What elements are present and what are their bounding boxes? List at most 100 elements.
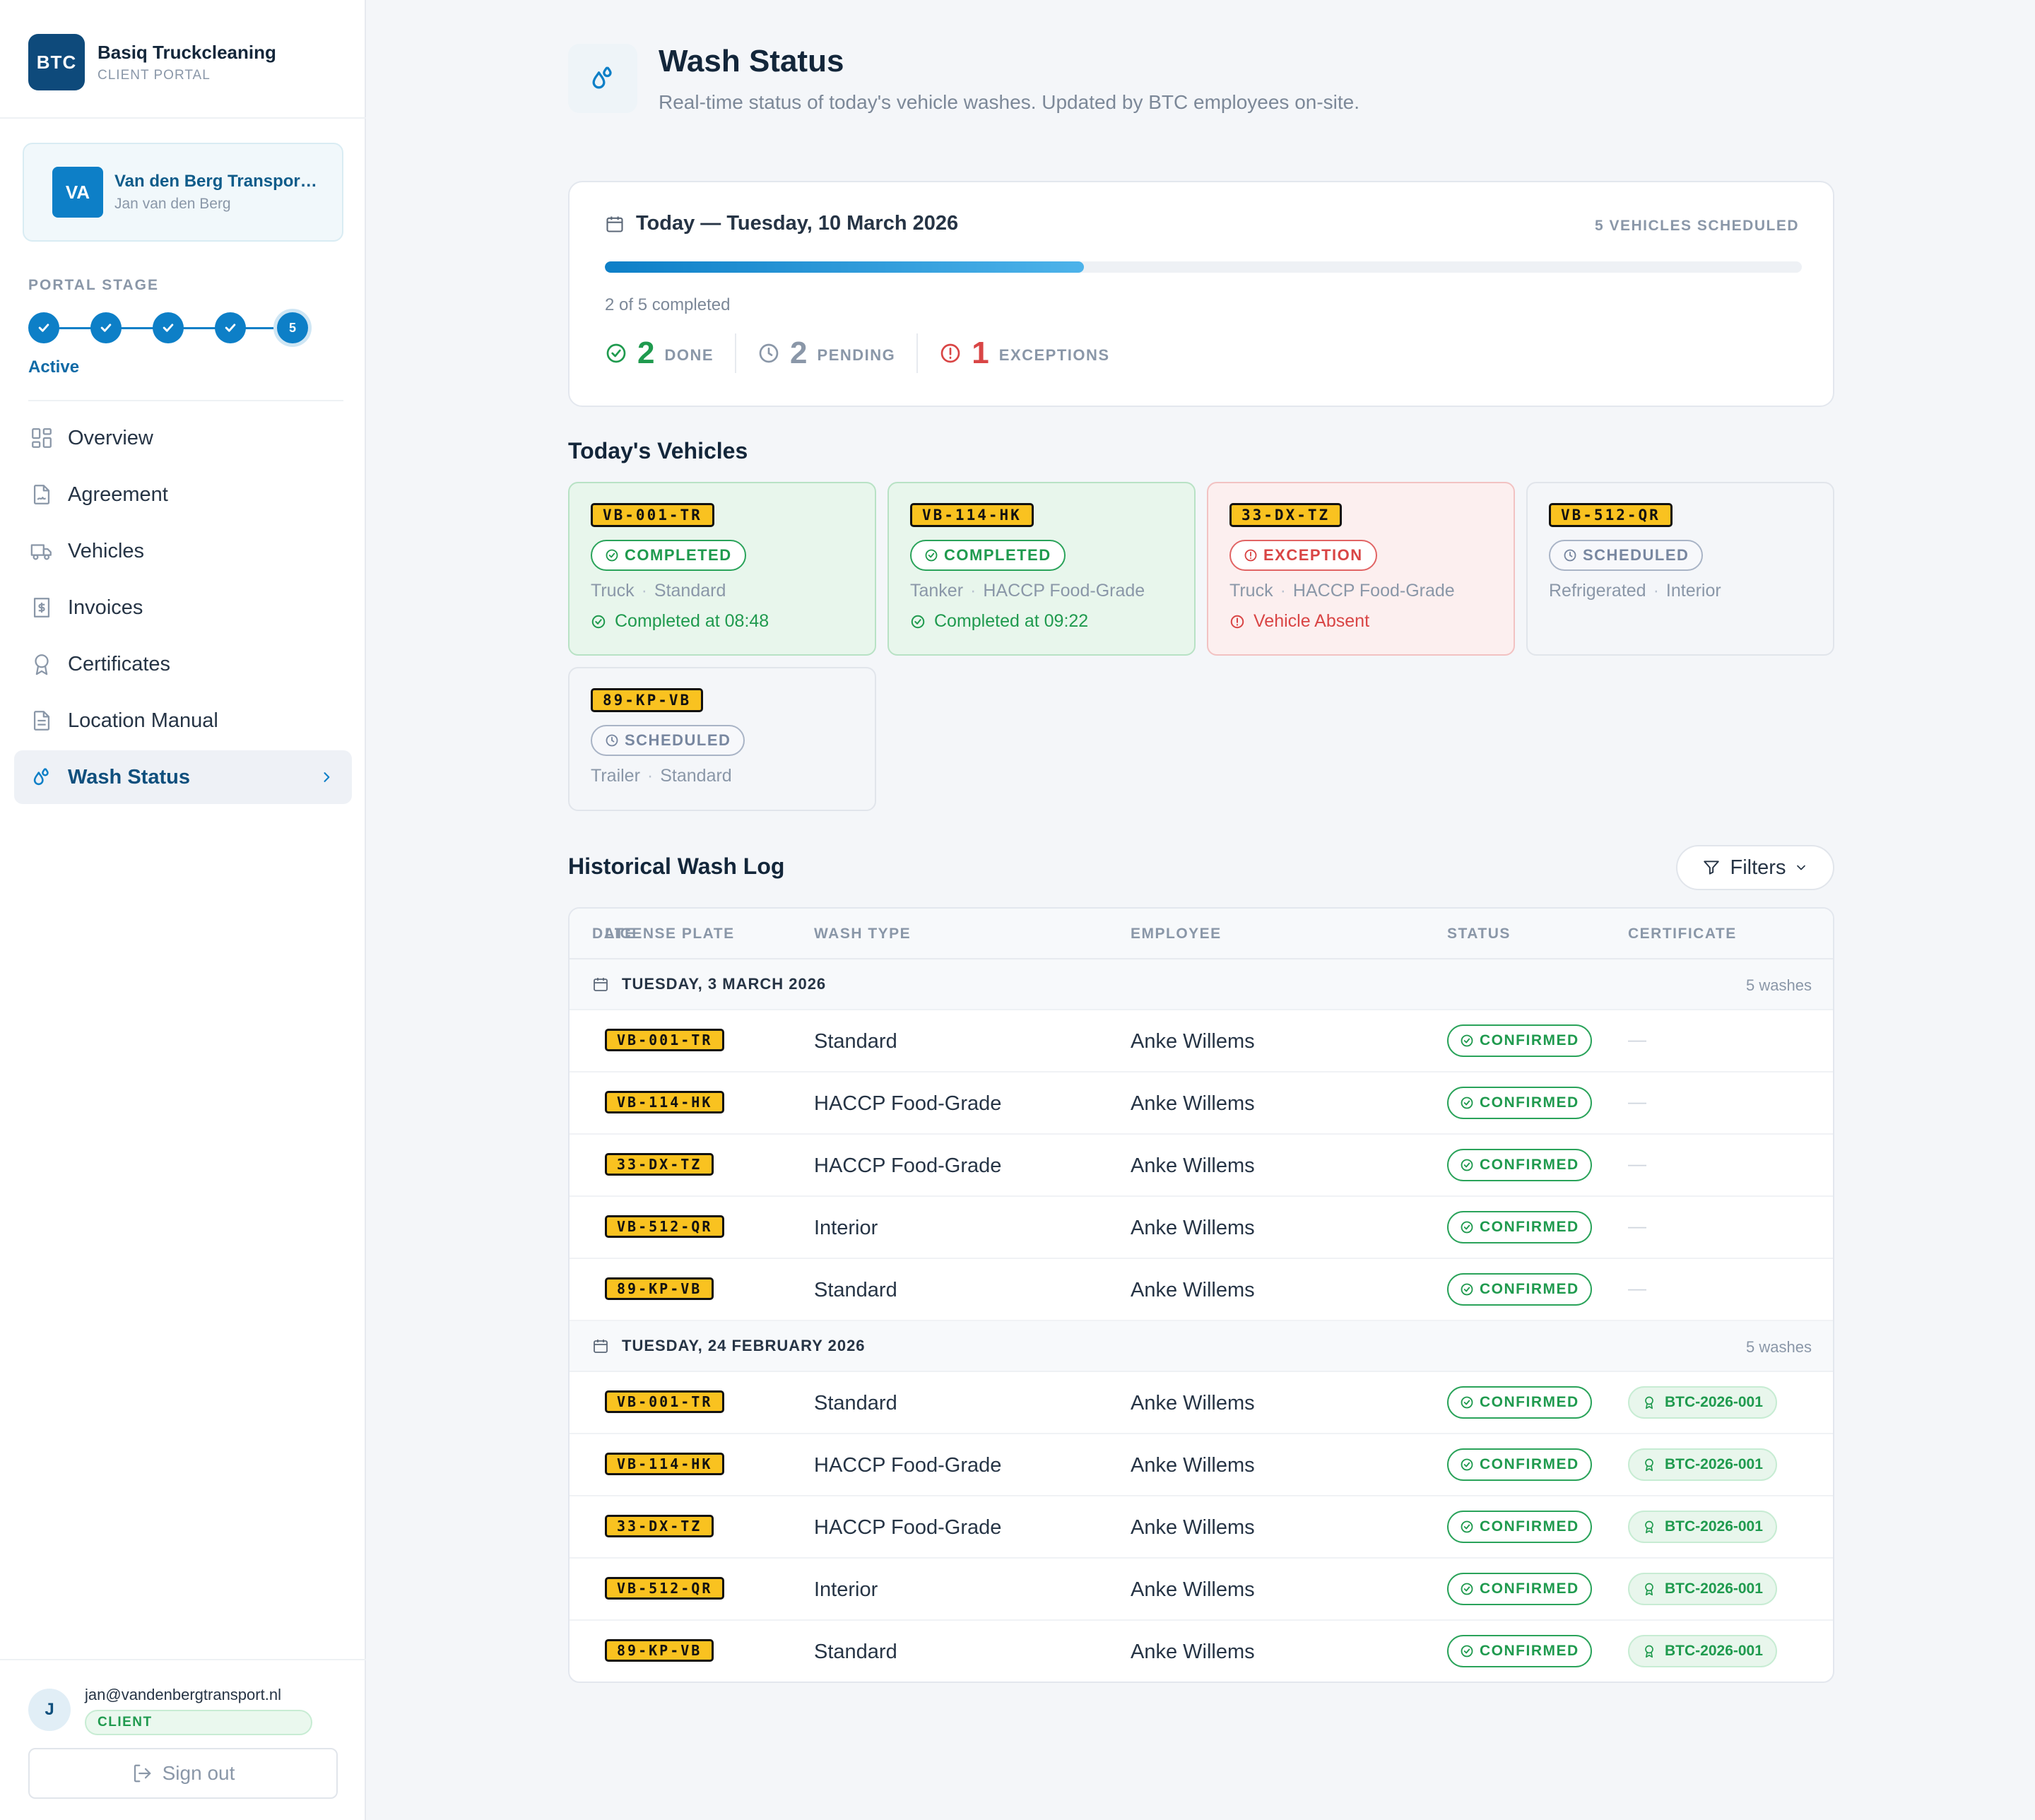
table-body: TUESDAY, 3 MARCH 2026 5 washes VB-001-TR St… xyxy=(570,959,1833,1682)
check-circle-icon xyxy=(1461,1458,1473,1471)
clock-icon xyxy=(606,734,618,747)
portal-stage-status: Active xyxy=(28,358,80,377)
wash-type-cell: Standard xyxy=(814,1279,897,1301)
filters-button[interactable]: Filters xyxy=(1676,845,1834,890)
client-card[interactable]: VA Van den Berg Transport B.V. Jan van d… xyxy=(23,143,343,242)
status-text: CONFIRMED xyxy=(1480,1094,1579,1111)
table-row[interactable]: VB-114-HK HACCP Food-Grade Anke Willems CON… xyxy=(570,1434,1833,1496)
table-row[interactable]: 89-KP-VB Standard Anke Willems CONFIRMED — xyxy=(570,1259,1833,1321)
pending-count: 2 xyxy=(790,336,808,370)
sign-out-button[interactable]: Sign out xyxy=(28,1748,338,1799)
certificate-link[interactable]: BTC-2026-001 xyxy=(1628,1511,1777,1543)
table-row[interactable]: 33-DX-TZ HACCP Food-Grade Anke Willems CONF… xyxy=(570,1496,1833,1559)
certificate-link[interactable]: BTC-2026-001 xyxy=(1628,1573,1777,1605)
check-circle-icon xyxy=(1461,1520,1473,1533)
vehicle-meta: Truck · Standard xyxy=(591,581,726,601)
vehicle-note: Completed at 08:48 xyxy=(591,611,875,632)
license-plate: VB-001-TR xyxy=(591,503,714,527)
certificate-link[interactable]: BTC-2026-001 xyxy=(1628,1635,1777,1667)
done-label: DONE xyxy=(664,346,714,364)
certificate-link[interactable]: BTC-2026-001 xyxy=(1628,1386,1777,1419)
vehicles-scheduled-count: 5 VEHICLES SCHEDULED xyxy=(1594,218,1799,234)
status-badge: CONFIRMED xyxy=(1447,1386,1592,1419)
license-plate: VB-512-QR xyxy=(1549,503,1673,527)
sidebar-item-wash-status[interactable]: Wash Status xyxy=(14,750,352,804)
employee-cell: Anke Willems xyxy=(1131,1217,1255,1239)
status-text: SCHEDULED xyxy=(625,731,731,749)
vehicle-card[interactable]: 33-DX-TZ EXCEPTION Truck · HACCP Food-Grad… xyxy=(1207,482,1515,656)
divider xyxy=(28,400,343,401)
table-row[interactable]: VB-001-TR Standard Anke Willems CONFIRMED — xyxy=(570,1010,1833,1072)
award-icon xyxy=(1645,1520,1653,1534)
status-text: CONFIRMED xyxy=(1480,1580,1579,1597)
award-icon xyxy=(1645,1583,1653,1596)
column-header-certificate[interactable]: CERTIFICATE xyxy=(1628,926,1737,942)
exceptions-label: EXCEPTIONS xyxy=(998,346,1110,364)
vehicle-meta: Tanker · HACCP Food-Grade xyxy=(910,581,1145,601)
calendar-icon xyxy=(594,1340,608,1353)
license-plate: VB-114-HK xyxy=(605,1091,725,1113)
license-plate: 33-DX-TZ xyxy=(605,1515,714,1537)
status-badge: CONFIRMED xyxy=(1447,1635,1592,1667)
sidebar-item-certificates[interactable]: Certificates xyxy=(14,637,352,691)
wash-type-cell: Standard xyxy=(814,1641,897,1663)
status-badge: SCHEDULED xyxy=(591,725,745,756)
note-text: Completed at 09:22 xyxy=(934,611,1089,631)
employee-cell: Anke Willems xyxy=(1131,1516,1255,1539)
droplets-icon xyxy=(33,768,49,786)
date-group-header: TUESDAY, 3 MARCH 2026 5 washes xyxy=(570,959,1833,1010)
sidebar-item-invoices[interactable]: Invoices xyxy=(14,581,352,634)
vehicle-card[interactable]: VB-512-QR SCHEDULED Refrigerated · Interio… xyxy=(1526,482,1834,656)
wash-log-table: DATE LICENSE PLATE WASH TYPE EMPLOYEE ST… xyxy=(568,907,1834,1683)
group-wash-count: 5 washes xyxy=(1746,1338,1812,1356)
table-row[interactable]: VB-512-QR Interior Anke Willems CONFIRMED BT… xyxy=(570,1559,1833,1621)
vehicle-card[interactable]: VB-114-HK COMPLETED Tanker · HACCP Food-Gr… xyxy=(887,482,1196,656)
stat-pending: 2 PENDING xyxy=(757,332,895,374)
filters-label: Filters xyxy=(1730,856,1786,879)
date-group-header: TUESDAY, 24 FEBRUARY 2026 5 washes xyxy=(570,1321,1833,1372)
done-count: 2 xyxy=(637,336,655,370)
today-date: Today — Tuesday, 10 March 2026 xyxy=(605,212,958,235)
table-row[interactable]: VB-114-HK HACCP Food-Grade Anke Willems CON… xyxy=(570,1072,1833,1135)
status-text: EXCEPTION xyxy=(1263,546,1363,564)
calendar-icon xyxy=(594,978,608,991)
avatar: J xyxy=(28,1689,71,1731)
check-circle-icon xyxy=(606,549,618,562)
certificate-id: BTC-2026-001 xyxy=(1665,1518,1763,1535)
employee-cell: Anke Willems xyxy=(1131,1392,1255,1414)
vehicle-card[interactable]: 89-KP-VB SCHEDULED Trailer · Standard xyxy=(568,667,876,811)
column-header-wash-type[interactable]: WASH TYPE xyxy=(814,926,912,942)
column-header-date[interactable]: DATE xyxy=(592,926,636,942)
award-icon xyxy=(1645,1645,1653,1658)
table-row[interactable]: 33-DX-TZ HACCP Food-Grade Anke Willems CONF… xyxy=(570,1135,1833,1197)
table-row[interactable]: VB-001-TR Standard Anke Willems CONFIRMED BT… xyxy=(570,1372,1833,1434)
status-text: CONFIRMED xyxy=(1480,1456,1579,1472)
note-text: Completed at 08:48 xyxy=(615,611,769,631)
check-circle-icon xyxy=(1461,1097,1473,1109)
column-header-employee[interactable]: EMPLOYEE xyxy=(1131,926,1222,942)
divider xyxy=(0,117,366,119)
employee-cell: Anke Willems xyxy=(1131,1454,1255,1477)
column-header-status[interactable]: STATUS xyxy=(1447,926,1511,942)
wash-type-cell: HACCP Food-Grade xyxy=(814,1154,1002,1177)
brand[interactable]: BTC Basiq Truckcleaning CLIENT PORTAL xyxy=(28,34,276,90)
vehicle-card[interactable]: VB-001-TR COMPLETED Truck · Standard Compl… xyxy=(568,482,876,656)
certificate-link[interactable]: BTC-2026-001 xyxy=(1628,1448,1777,1481)
license-plate: 33-DX-TZ xyxy=(605,1153,714,1176)
sidebar-item-location-manual[interactable]: Location Manual xyxy=(14,694,352,748)
table-row[interactable]: VB-512-QR Interior Anke Willems CONFIRMED — xyxy=(570,1197,1833,1259)
column-header-license-plate[interactable]: LICENSE PLATE xyxy=(605,926,735,942)
brand-logo: BTC xyxy=(28,34,85,90)
divider xyxy=(916,333,919,373)
sidebar-item-overview[interactable]: Overview xyxy=(14,411,352,465)
license-plate: VB-114-HK xyxy=(605,1453,725,1475)
wash-type-cell: Standard xyxy=(814,1392,897,1414)
employee-cell: Anke Willems xyxy=(1131,1641,1255,1663)
sidebar: BTC Basiq Truckcleaning CLIENT PORTAL VA… xyxy=(0,0,366,1820)
sidebar-item-vehicles[interactable]: Vehicles xyxy=(14,524,352,578)
check-circle-icon xyxy=(606,343,626,363)
sidebar-item-agreement[interactable]: Agreement xyxy=(14,468,352,521)
award-icon xyxy=(1645,1396,1653,1410)
table-row[interactable]: 89-KP-VB Standard Anke Willems CONFIRMED BTC… xyxy=(570,1621,1833,1682)
license-plate: VB-512-QR xyxy=(605,1215,725,1238)
